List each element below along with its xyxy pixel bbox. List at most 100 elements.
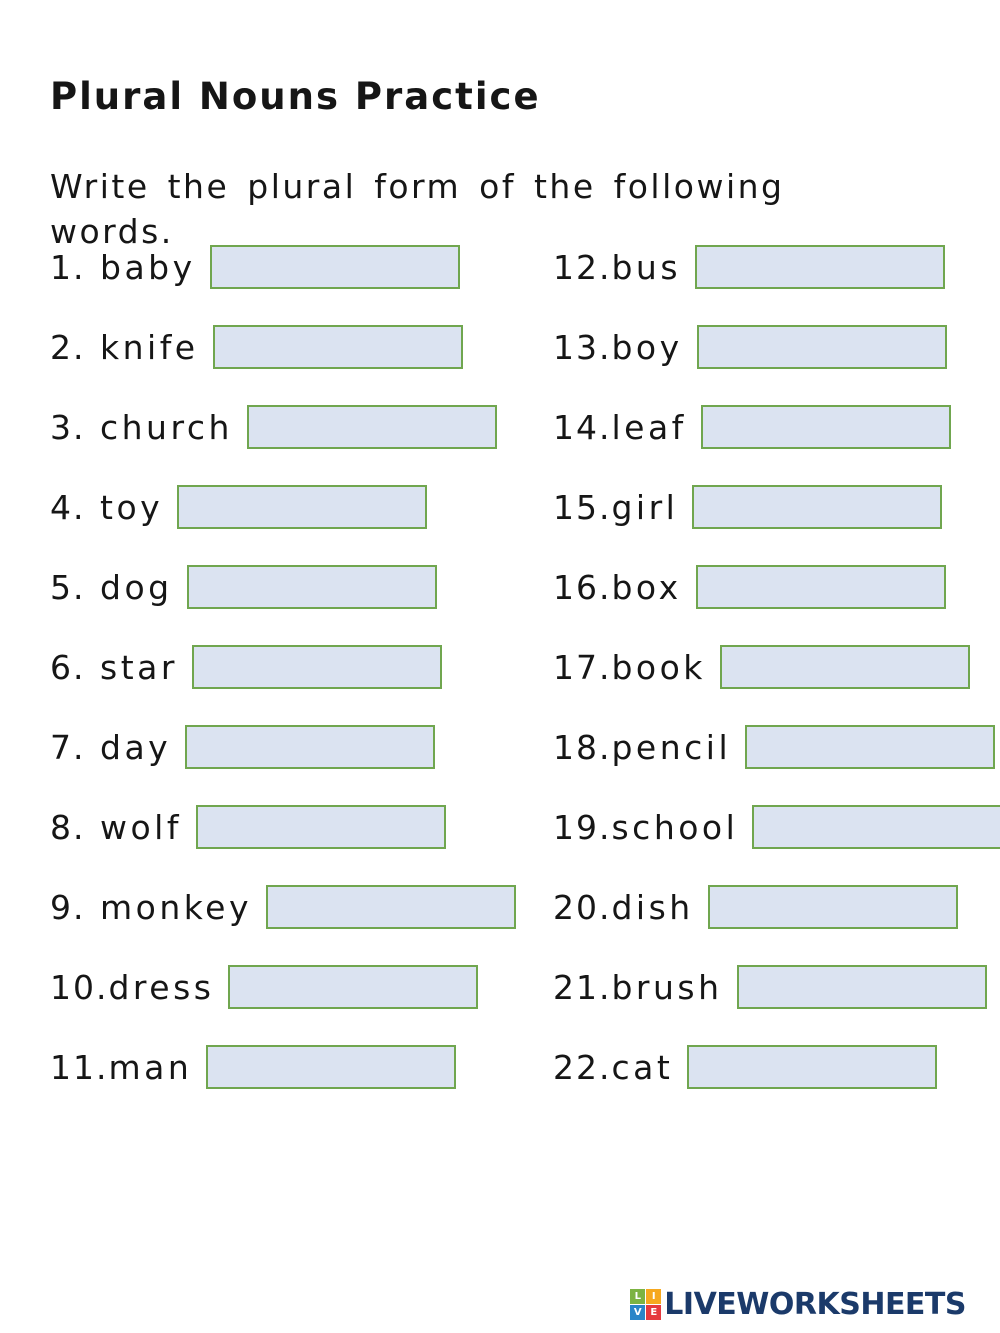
worksheet-item-toy: 4. toy [50, 467, 545, 547]
item-number: 16. [553, 567, 612, 607]
item-word: star [100, 647, 178, 687]
item-number: 15. [553, 487, 612, 527]
item-number: 12. [553, 247, 612, 287]
item-word: boy [611, 327, 683, 367]
item-number: 7. [50, 727, 86, 767]
items-column-right: 12. bus 13. boy 14. leaf 15. girl 16. box 17. book 1… [553, 227, 1000, 1107]
worksheet-item-wolf: 8. wolf [50, 787, 545, 867]
worksheet-item-baby: 1. baby [50, 227, 545, 307]
item-word: monkey [100, 887, 253, 927]
item-number: 6. [50, 647, 86, 687]
item-word: bus [611, 247, 682, 287]
answer-input-brush[interactable] [736, 965, 987, 1009]
item-number: 4. [50, 487, 86, 527]
item-word: pencil [611, 727, 732, 767]
item-word: girl [611, 487, 679, 527]
worksheet-item-school: 19. school [553, 787, 1000, 867]
answer-input-bus[interactable] [695, 245, 946, 289]
logo-square-v: V [630, 1305, 646, 1320]
item-number: 2. [50, 327, 86, 367]
worksheet-item-boy: 13. boy [553, 307, 1000, 387]
item-number: 21. [553, 967, 612, 1007]
worksheet-item-church: 3. church [50, 387, 545, 467]
answer-input-monkey[interactable] [266, 885, 517, 929]
item-number: 17. [553, 647, 612, 687]
item-word: dish [611, 887, 694, 927]
answer-input-book[interactable] [719, 645, 970, 689]
item-word: school [611, 807, 739, 847]
worksheet-item-brush: 21. brush [553, 947, 1000, 1027]
answer-input-school[interactable] [752, 805, 1000, 849]
item-word: baby [100, 247, 196, 287]
item-word: dress [108, 967, 215, 1007]
answer-input-star[interactable] [191, 645, 442, 689]
item-word: wolf [100, 807, 182, 847]
page-title: Plural Nouns Practice [50, 74, 541, 118]
worksheet-item-dog: 5. dog [50, 547, 545, 627]
item-word: box [611, 567, 682, 607]
worksheet-item-girl: 15. girl [553, 467, 1000, 547]
item-word: book [611, 647, 706, 687]
worksheet-item-day: 7. day [50, 707, 545, 787]
logo-square-l: L [630, 1289, 646, 1304]
worksheet-item-man: 11. man [50, 1027, 545, 1107]
answer-input-baby[interactable] [209, 245, 460, 289]
answer-input-dog[interactable] [186, 565, 437, 609]
answer-input-leaf[interactable] [700, 405, 951, 449]
item-number: 22. [553, 1047, 612, 1087]
logo-square-i: I [646, 1289, 662, 1304]
worksheet-item-leaf: 14. leaf [553, 387, 1000, 467]
item-word: day [100, 727, 172, 767]
item-number: 3. [50, 407, 86, 447]
worksheet-item-dish: 20. dish [553, 867, 1000, 947]
answer-input-church[interactable] [246, 405, 497, 449]
worksheet-item-pencil: 18. pencil [553, 707, 1000, 787]
item-number: 5. [50, 567, 86, 607]
item-word: man [108, 1047, 193, 1087]
liveworksheets-brand-text: LIVEWORKSHEETS [664, 1287, 966, 1322]
item-word: dog [100, 567, 173, 607]
item-number: 11. [50, 1047, 109, 1087]
instructions-text: Write the plural form of the following w… [50, 167, 785, 251]
worksheet-item-knife: 2. knife [50, 307, 545, 387]
worksheet-item-monkey: 9. monkey [50, 867, 545, 947]
item-number: 8. [50, 807, 86, 847]
item-word: knife [100, 327, 199, 367]
item-number: 9. [50, 887, 86, 927]
worksheet-item-bus: 12. bus [553, 227, 1000, 307]
answer-input-toy[interactable] [177, 485, 428, 529]
item-number: 19. [553, 807, 612, 847]
item-word: brush [611, 967, 723, 1007]
answer-input-man[interactable] [206, 1045, 457, 1089]
item-word: cat [611, 1047, 674, 1087]
worksheet-item-star: 6. star [50, 627, 545, 707]
answer-input-cat[interactable] [687, 1045, 938, 1089]
item-word: toy [100, 487, 164, 527]
item-number: 1. [50, 247, 86, 287]
worksheet-item-dress: 10. dress [50, 947, 545, 1027]
item-word: church [100, 407, 233, 447]
item-number: 20. [553, 887, 612, 927]
answer-input-girl[interactable] [692, 485, 943, 529]
answer-input-dress[interactable] [228, 965, 479, 1009]
item-number: 18. [553, 727, 612, 767]
answer-input-dish[interactable] [707, 885, 958, 929]
answer-input-wolf[interactable] [195, 805, 446, 849]
answer-input-knife[interactable] [212, 325, 463, 369]
worksheet-item-cat: 22. cat [553, 1027, 1000, 1107]
item-word: leaf [611, 407, 687, 447]
worksheet-item-book: 17. book [553, 627, 1000, 707]
answer-input-box[interactable] [695, 565, 946, 609]
item-number: 14. [553, 407, 612, 447]
logo-square-e: E [646, 1305, 662, 1320]
answer-input-pencil[interactable] [745, 725, 996, 769]
items-column-left: 1. baby 2. knife 3. church 4. toy 5. dog 6. star 7. d… [50, 227, 545, 1107]
answer-input-boy[interactable] [696, 325, 947, 369]
answer-input-day[interactable] [185, 725, 436, 769]
item-number: 13. [553, 327, 612, 367]
worksheet-item-box: 16. box [553, 547, 1000, 627]
item-number: 10. [50, 967, 109, 1007]
